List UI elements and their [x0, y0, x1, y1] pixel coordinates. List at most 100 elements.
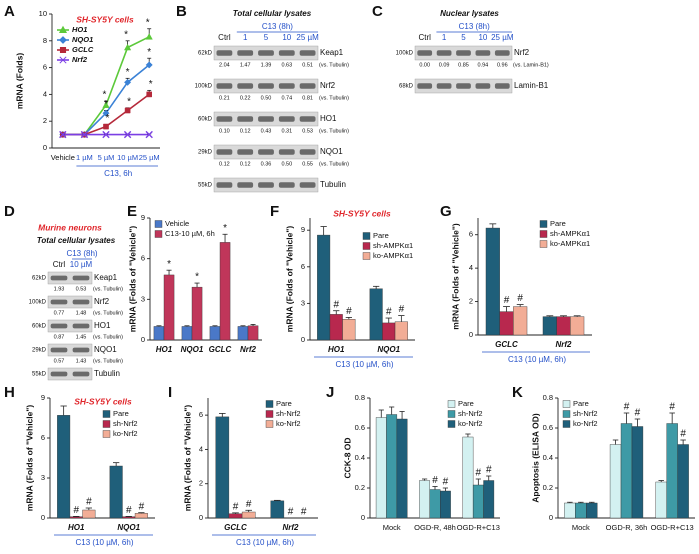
band-ratio: 0.63: [281, 62, 292, 68]
significance-mark: #: [669, 402, 675, 413]
y-tick-label: 3: [41, 473, 45, 482]
legend-label: sh-Nrf2: [458, 409, 483, 418]
point: [102, 109, 110, 117]
size-marker: 55kD: [32, 372, 47, 378]
x-tick-label: NQO1: [377, 345, 400, 354]
bar: [270, 500, 285, 519]
legend-label: ko-Nrf2: [113, 429, 138, 438]
legend-swatch: [539, 240, 548, 248]
chart-title: SH-SY5Y cells: [333, 208, 391, 218]
significance-mark: #: [86, 497, 92, 508]
significance-mark: #: [476, 468, 482, 479]
ratio-note: (vs. Tubulin): [319, 62, 349, 68]
y-axis-label: mRNA (Folds of "Vehicle"): [24, 405, 34, 512]
y-tick-label: 8: [43, 36, 47, 45]
bar: [677, 444, 689, 519]
legend-swatch: [562, 400, 571, 408]
legend-label: ko-AMPKα1: [550, 239, 590, 248]
y-tick-label: 4: [43, 89, 47, 98]
panel-letter: A: [4, 3, 15, 20]
y-tick-label: 0: [469, 330, 473, 339]
band-ratio: 0.77: [54, 310, 65, 316]
ratio-note: (vs. Lamin-B1): [513, 62, 549, 68]
legend-label: GCLC: [72, 45, 94, 54]
band-ratio: 0.12: [240, 128, 251, 134]
band-ratio: 0.43: [261, 128, 272, 134]
blot-strip: [47, 343, 93, 357]
significance-mark: #: [386, 307, 392, 318]
legend-label: C13-10 µM, 6h: [165, 229, 215, 238]
panel-letter: K: [512, 384, 523, 401]
chart-title: SH-SY5Y cells: [76, 14, 134, 24]
size-marker: 29kD: [198, 150, 213, 156]
bar: [247, 325, 259, 341]
y-axis-label: mRNA (Folds of "Vehicle"): [284, 226, 294, 333]
legend-label: NQO1: [72, 35, 93, 44]
x-tick-label: Nrf2: [555, 340, 572, 349]
x-axis-label: C13 (10 µM, 6h): [508, 355, 566, 364]
y-tick-label: 0.4: [355, 453, 365, 462]
lane-label: Ctrl: [418, 33, 431, 42]
legend-label: HO1: [72, 25, 87, 34]
band-ratio: 2.04: [219, 62, 230, 68]
bar: [69, 516, 83, 519]
y-tick-label: 6: [43, 63, 47, 72]
significance-mark: #: [73, 505, 79, 516]
blot-band: [258, 116, 274, 122]
x-tick-label: GCLC: [495, 340, 518, 349]
blot-title: Nuclear lysates: [440, 9, 499, 18]
y-tick-label: 0: [43, 143, 47, 152]
y-tick-label: 0.2: [543, 483, 553, 492]
size-marker: 60kD: [32, 324, 47, 330]
protein-name: HO1: [94, 321, 111, 330]
blot-band: [494, 83, 510, 89]
significance-mark: #: [443, 477, 449, 488]
band-ratio: 0.96: [497, 62, 508, 68]
y-tick-label: 0.8: [355, 393, 365, 402]
legend-label: Pare: [573, 399, 589, 408]
bar: [586, 502, 598, 519]
significance-mark: #: [680, 429, 686, 440]
legend-marker: [59, 36, 67, 44]
blot-band: [436, 83, 452, 89]
legend-swatch: [102, 430, 111, 438]
chart-title: SH-SY5Y cells: [74, 396, 132, 406]
significance-mark: *: [146, 17, 150, 28]
point: [123, 130, 132, 139]
blot-band: [299, 83, 316, 89]
blot-band: [50, 299, 68, 305]
blot-strip: [47, 271, 93, 285]
point: [80, 130, 89, 139]
panel-letter: B: [176, 3, 187, 20]
x-axis-label: C13 (10 µM, 6h): [76, 538, 134, 547]
band-ratio: 0.94: [478, 62, 489, 68]
band-ratio: 0.12: [219, 161, 230, 167]
x-tick-label: NQO1: [181, 345, 204, 354]
blot-band: [237, 50, 254, 56]
band-ratio: 0.12: [240, 161, 251, 167]
bar: [241, 511, 256, 519]
y-tick-label: 2: [199, 479, 203, 488]
blot-band: [72, 323, 90, 329]
blot-strip: [47, 295, 93, 309]
y-tick-label: 0.6: [355, 423, 365, 432]
bar: [228, 513, 243, 519]
y-tick-label: 2: [43, 116, 47, 125]
bar: [440, 490, 451, 519]
point: [124, 78, 132, 86]
lane-label: 5: [264, 33, 269, 42]
significance-mark: #: [333, 299, 339, 310]
legend-swatch: [265, 410, 274, 418]
band-ratio: 0.55: [302, 161, 313, 167]
point: [123, 43, 132, 51]
y-tick-label: 9: [141, 213, 145, 222]
panel-letter: H: [4, 384, 15, 401]
lane-label: 25 µM: [491, 33, 514, 42]
legend-swatch: [362, 232, 371, 240]
band-ratio: 0.22: [240, 95, 251, 101]
lane-label: Ctrl: [53, 260, 66, 269]
protein-name: NQO1: [320, 147, 343, 156]
x-tick-label: 25 µM: [139, 153, 160, 162]
legend-swatch: [362, 242, 371, 250]
point: [102, 130, 110, 139]
